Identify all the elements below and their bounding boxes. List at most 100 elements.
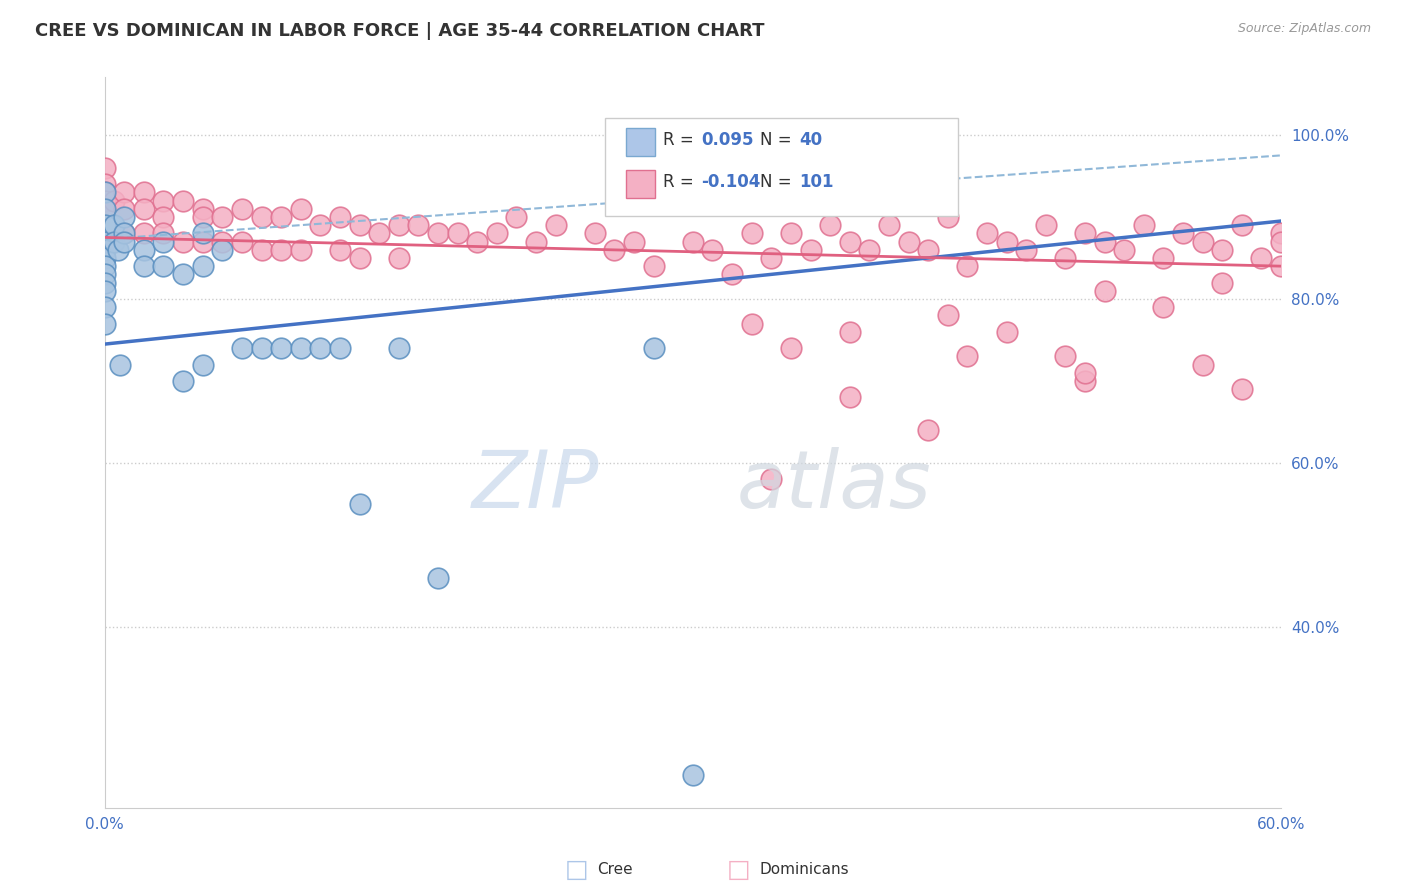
Point [309, 218, 332, 232]
Point [643, 341, 665, 355]
Point [93, 186, 115, 200]
Point [132, 259, 155, 273]
Point [112, 210, 135, 224]
Point [112, 202, 135, 216]
Point [250, 210, 273, 224]
Point [93, 194, 115, 208]
Point [103, 194, 125, 208]
Text: N =: N = [759, 173, 797, 191]
Point [1074, 374, 1097, 388]
Point [682, 768, 704, 782]
Point [741, 227, 763, 241]
Point [1133, 218, 1156, 232]
Point [1015, 243, 1038, 257]
Text: Cree: Cree [598, 863, 633, 877]
Point [1191, 235, 1213, 249]
Point [1094, 284, 1116, 298]
Point [93, 202, 115, 216]
Point [329, 243, 352, 257]
Point [270, 243, 292, 257]
Point [349, 497, 371, 511]
Point [112, 186, 135, 200]
Point [1152, 251, 1174, 265]
Point [780, 341, 803, 355]
Text: □: □ [565, 858, 588, 881]
Point [231, 341, 253, 355]
Text: 101: 101 [799, 173, 834, 191]
Point [349, 251, 371, 265]
Point [250, 243, 273, 257]
Point [1270, 259, 1292, 273]
Point [93, 177, 115, 191]
Point [388, 341, 411, 355]
Point [270, 210, 292, 224]
Text: -0.104: -0.104 [702, 173, 761, 191]
Point [93, 218, 115, 232]
Point [1270, 227, 1292, 241]
Point [103, 218, 125, 232]
Point [132, 186, 155, 200]
Point [643, 259, 665, 273]
Point [309, 341, 332, 355]
Point [191, 259, 214, 273]
Point [799, 243, 821, 257]
Point [349, 218, 371, 232]
Point [1171, 227, 1194, 241]
Point [1211, 243, 1233, 257]
Point [702, 243, 724, 257]
Point [211, 235, 233, 249]
Point [780, 227, 803, 241]
Point [446, 227, 468, 241]
Point [231, 202, 253, 216]
Point [152, 227, 174, 241]
Point [1094, 235, 1116, 249]
Point [93, 186, 115, 200]
Point [191, 235, 214, 249]
Point [172, 374, 194, 388]
Point [152, 259, 174, 273]
Text: Source: ZipAtlas.com: Source: ZipAtlas.com [1237, 22, 1371, 36]
Point [761, 473, 783, 487]
Point [290, 341, 312, 355]
Point [1270, 235, 1292, 249]
Point [995, 325, 1018, 339]
Point [877, 218, 900, 232]
Point [1035, 218, 1057, 232]
Point [290, 202, 312, 216]
Point [172, 194, 194, 208]
Text: □: □ [727, 858, 749, 881]
Point [112, 227, 135, 241]
Point [818, 218, 841, 232]
Point [897, 235, 920, 249]
Point [329, 210, 352, 224]
Point [93, 243, 115, 257]
Point [524, 235, 547, 249]
Point [1211, 276, 1233, 290]
Point [838, 325, 860, 339]
Point [110, 358, 132, 372]
Point [1191, 358, 1213, 372]
Point [1230, 382, 1253, 396]
Point [107, 243, 129, 257]
Point [93, 276, 115, 290]
Point [152, 210, 174, 224]
Point [761, 251, 783, 265]
Point [583, 227, 606, 241]
Point [838, 235, 860, 249]
Point [250, 341, 273, 355]
Point [603, 243, 626, 257]
Bar [626, 128, 655, 155]
Point [427, 571, 450, 585]
Point [838, 391, 860, 405]
Point [1054, 251, 1077, 265]
Point [93, 284, 115, 298]
Text: 0.095: 0.095 [702, 130, 754, 148]
Point [93, 317, 115, 331]
Point [721, 268, 744, 282]
Point [427, 227, 450, 241]
Point [191, 210, 214, 224]
Point [112, 227, 135, 241]
Bar [626, 170, 655, 198]
Point [132, 202, 155, 216]
Point [93, 202, 115, 216]
